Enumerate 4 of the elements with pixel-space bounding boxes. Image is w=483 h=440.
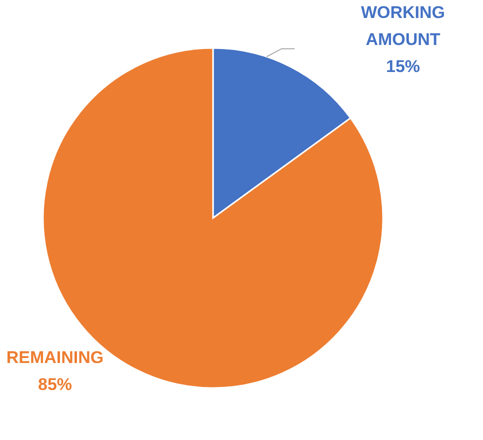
data-label: 85% [38,375,72,394]
slice-label: WORKING AMOUNT [360,3,446,49]
data-label: 15% [386,57,420,76]
slice-label: REMAINING [6,348,104,367]
